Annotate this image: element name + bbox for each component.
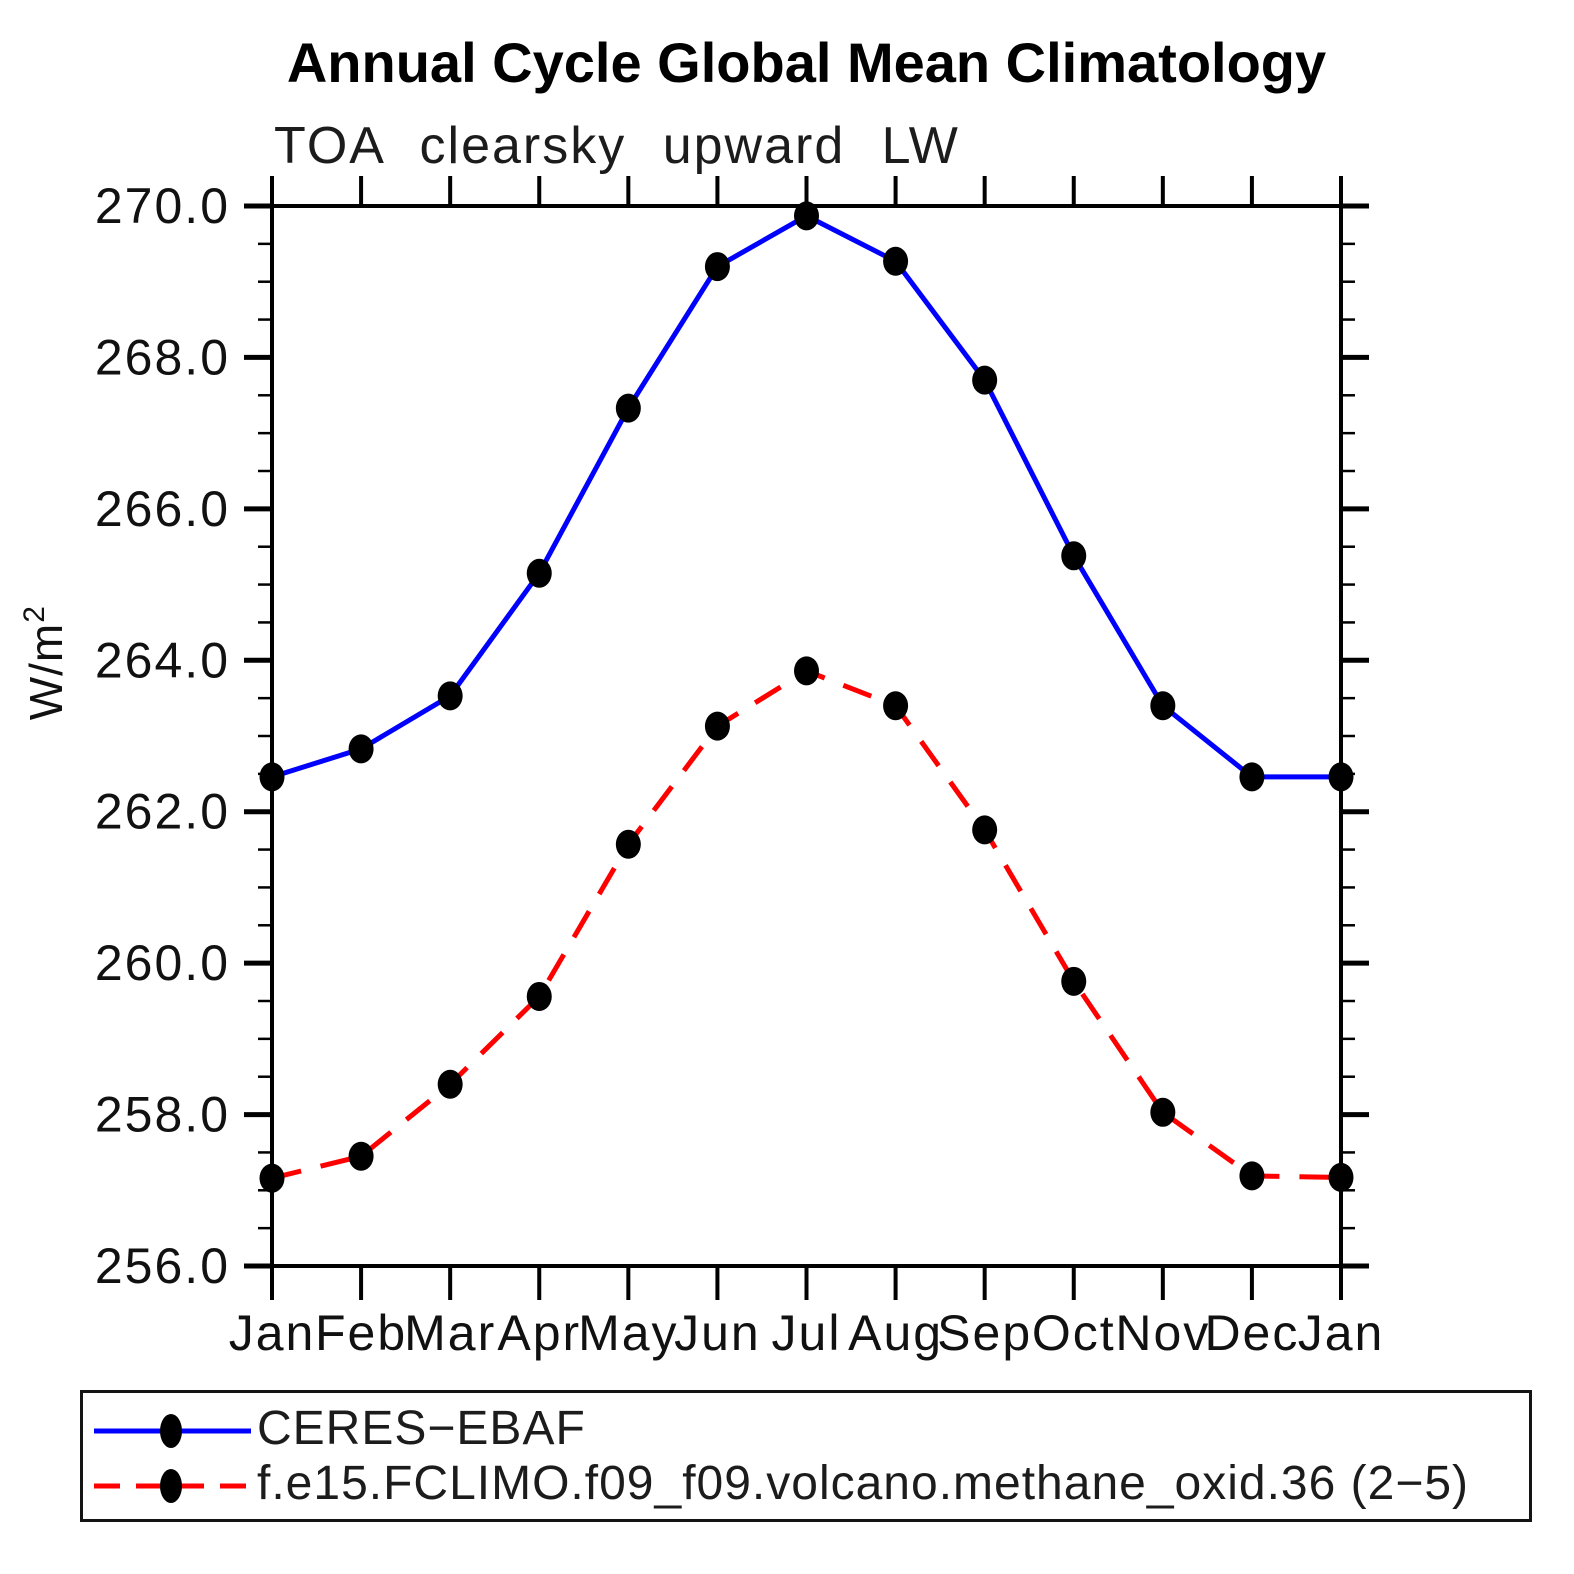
x-tick-label: Oct [1032, 1305, 1116, 1361]
data-point-marker [972, 815, 998, 845]
data-point-marker [615, 393, 641, 423]
x-tick-label: Jan [229, 1305, 316, 1361]
x-tick-label: Mar [404, 1305, 496, 1361]
data-point-marker [1239, 762, 1265, 792]
x-tick-label: Feb [315, 1305, 407, 1361]
x-tick-label: May [578, 1305, 678, 1361]
x-tick-label: Sep [937, 1305, 1032, 1361]
data-point-marker [883, 246, 909, 276]
legend-marker-icon [160, 1468, 182, 1503]
data-point-marker [1061, 541, 1087, 571]
x-tick-label: Nov [1115, 1305, 1210, 1361]
data-point-marker [259, 1163, 285, 1193]
chart-title: Annual Cycle Global Mean Climatology [286, 31, 1327, 94]
y-axis-tick-labels: 256.0 258.0 260.0 262.0 264.0 266.0 268.0 270.0 [95, 178, 230, 1294]
series-markers-1 [259, 656, 1354, 1193]
legend-label-ceres-ebaf: CERES−EBAF [257, 1402, 586, 1455]
data-point-marker [704, 252, 730, 282]
data-point-marker [972, 365, 998, 395]
legend-label-model-run: f.e15.FCLIMO.f09_f09.volcano.methane_oxi… [257, 1457, 1470, 1510]
data-point-marker [437, 681, 463, 711]
data-point-marker [348, 1141, 374, 1171]
y-tick-label: 266.0 [95, 481, 230, 537]
plot-frame [270, 204, 1343, 1268]
x-tick-label: Aug [848, 1305, 943, 1361]
legend-item-model-run: f.e15.FCLIMO.f09_f09.volcano.methane_oxi… [83, 1457, 1529, 1513]
series-line-0 [271, 213, 1341, 780]
y-tick-label: 256.0 [95, 1238, 230, 1294]
y-tick-label: 260.0 [95, 935, 230, 991]
x-tick-label: Jul [772, 1305, 842, 1361]
data-point-marker [1150, 1097, 1176, 1127]
series-markers-0 [259, 201, 1354, 792]
data-point-marker [1328, 762, 1354, 792]
y-tick-label: 262.0 [95, 784, 230, 840]
legend-swatch-dashed-line [94, 1468, 251, 1503]
chart-subtitle: TOA clearsky upward LW [274, 117, 960, 175]
y-tick-label: 258.0 [95, 1087, 230, 1143]
data-point-marker [704, 711, 730, 741]
data-point-marker [615, 829, 641, 859]
data-point-marker [1328, 1162, 1354, 1192]
legend-item-ceres-ebaf: CERES−EBAF [83, 1402, 1529, 1458]
series-line-1 [271, 668, 1342, 1181]
y-axis-title: W/m2 [18, 605, 72, 720]
legend-swatch-solid-line [94, 1413, 251, 1448]
data-point-marker [794, 656, 819, 686]
x-tick-label: Dec [1204, 1305, 1299, 1361]
x-tick-label: Jun [674, 1305, 761, 1361]
x-axis-ticks [270, 176, 1343, 1300]
x-tick-label: Apr [497, 1305, 581, 1361]
data-point-marker [1061, 966, 1087, 996]
data-point-marker [526, 558, 552, 588]
data-point-marker [526, 981, 552, 1011]
x-tick-label: Jan [1298, 1305, 1385, 1361]
data-point-marker [348, 734, 374, 764]
legend-marker-icon [160, 1413, 182, 1448]
data-point-marker [259, 762, 285, 792]
data-point-marker [794, 201, 819, 231]
data-point-marker [437, 1069, 463, 1099]
data-point-marker [1239, 1161, 1265, 1191]
y-tick-label: 264.0 [95, 632, 230, 688]
data-point-marker [883, 691, 909, 721]
data-point-marker [1150, 691, 1176, 721]
y-tick-label: 270.0 [95, 178, 230, 234]
legend-box: CERES−EBAF f.e15.FCLIMO.f09_f09.volcano.… [80, 1390, 1532, 1522]
y-tick-label: 268.0 [95, 329, 230, 385]
